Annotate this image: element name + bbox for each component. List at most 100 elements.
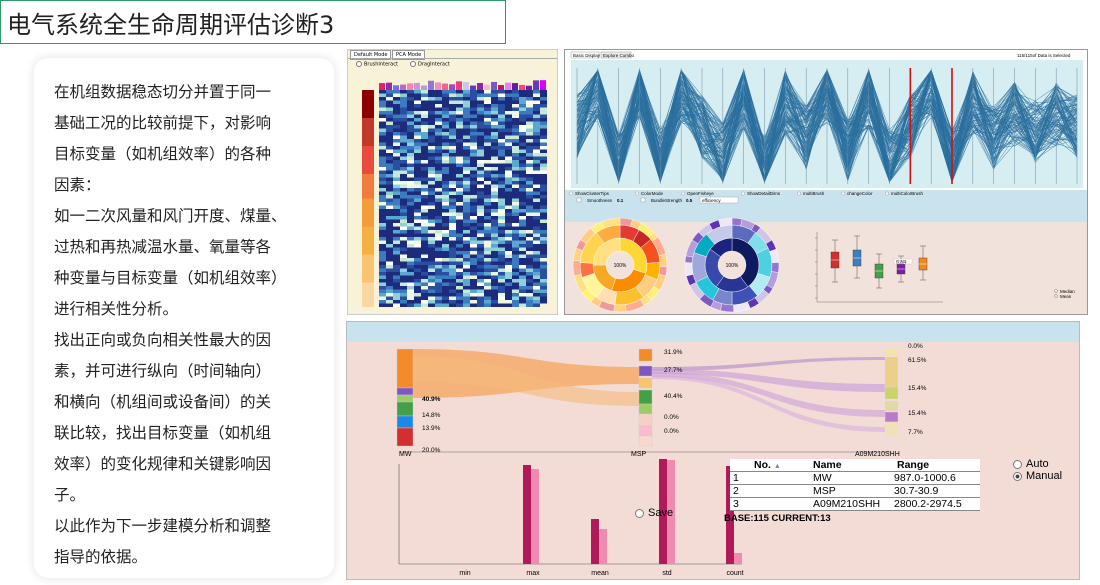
heatmap-cell xyxy=(449,261,456,265)
heatmap-cell xyxy=(407,93,414,97)
heatmap-cell xyxy=(505,118,512,122)
heatmap-cell xyxy=(400,216,407,220)
heatmap-cell xyxy=(477,149,484,153)
heatmap-cell xyxy=(512,286,519,290)
heatmap-cell xyxy=(540,181,547,185)
heatmap-cell xyxy=(400,212,407,216)
heatmap-cell xyxy=(386,181,393,185)
sankey-node-mw xyxy=(396,348,414,389)
boxplot-chart xyxy=(815,232,943,303)
heatmap-cell xyxy=(477,114,484,118)
column-header-range[interactable]: Range xyxy=(897,459,930,471)
heatmap-cell xyxy=(533,121,540,125)
heatmap-cell xyxy=(393,135,400,139)
heatmap-cell xyxy=(484,265,491,269)
manual-radio-icon xyxy=(1013,471,1022,481)
heatmap-cell xyxy=(442,286,449,290)
heatmap-cell xyxy=(498,114,505,118)
column-header-name[interactable]: Name xyxy=(813,459,842,471)
heatmap-cell xyxy=(463,139,470,143)
heatmap-cell xyxy=(386,139,393,143)
heatmap-cell xyxy=(435,205,442,209)
heatmap-cell xyxy=(414,118,421,122)
heatmap-cell xyxy=(386,128,393,132)
heatmap-row-color xyxy=(362,191,374,195)
heatmap-cell xyxy=(519,258,526,262)
column-header-no[interactable]: No. ▲ xyxy=(754,459,781,471)
heatmap-cell xyxy=(498,282,505,286)
heatmap-cell xyxy=(400,191,407,195)
heatmap-cell xyxy=(540,258,547,262)
msp-pct-label: 27.7% xyxy=(664,367,683,374)
heatmap-cell xyxy=(484,170,491,174)
save-button[interactable]: Save xyxy=(635,507,673,519)
heatmap-cell xyxy=(533,93,540,97)
legend-median-radio xyxy=(1054,289,1058,293)
heatmap-cell xyxy=(470,184,477,188)
heatmap-cell xyxy=(484,167,491,171)
heatmap-cell xyxy=(379,209,386,213)
heatmap-cell xyxy=(421,268,428,272)
heatmap-cell xyxy=(470,146,477,150)
heatmap-cell xyxy=(435,209,442,213)
description-line: 如一二次风量和风门开度、煤量、 xyxy=(54,207,287,225)
mode-manual-option[interactable]: Manual xyxy=(1013,470,1062,482)
heatmap-cell xyxy=(498,153,505,157)
heatmap-cell xyxy=(463,282,470,286)
heatmap-cell xyxy=(463,244,470,248)
heatmap-cell xyxy=(379,188,386,192)
heatmap-cell xyxy=(477,286,484,290)
heatmap-cell xyxy=(477,142,484,146)
heatmap-cell xyxy=(533,268,540,272)
heatmap-cell xyxy=(463,223,470,227)
sankey-flow-msp-a09 xyxy=(652,375,885,432)
heatmap-cell xyxy=(463,261,470,265)
heatmap-cell xyxy=(540,139,547,143)
heatmap-cell xyxy=(540,100,547,104)
heatmap-cell xyxy=(519,142,526,146)
heatmap-cell xyxy=(498,286,505,290)
heatmap-cell xyxy=(540,300,547,304)
smoothness-value: 0.1 xyxy=(617,198,624,203)
heatmap-cell xyxy=(428,149,435,153)
heatmap-cell xyxy=(449,293,456,297)
heatmap-cell xyxy=(477,198,484,202)
heatmap-cell xyxy=(379,219,386,223)
table-row[interactable]: 2 MSP 30.7-30.9 xyxy=(730,484,980,498)
heatmap-cell xyxy=(484,226,491,230)
drag-interact-option[interactable]: DragInteract xyxy=(410,61,450,68)
heatmap-cell xyxy=(421,146,428,150)
heatmap-cell xyxy=(379,153,386,157)
heatmap-cell xyxy=(456,156,463,160)
heatmap-cell xyxy=(526,303,533,307)
heatmap-cell xyxy=(428,226,435,230)
heatmap-cell xyxy=(428,139,435,143)
table-row[interactable]: 3 A09M210SHH 2800.2-2974.5 xyxy=(730,497,980,511)
mode-auto-option[interactable]: Auto xyxy=(1013,458,1049,470)
heatmap-cell xyxy=(407,286,414,290)
heatmap-cell xyxy=(442,223,449,227)
heatmap-canvas[interactable] xyxy=(348,50,557,314)
tab-pca-mode[interactable]: PCA Mode xyxy=(392,50,426,60)
heatmap-row-color xyxy=(362,153,374,157)
table-row[interactable]: 1 MW 987.0-1000.6 xyxy=(730,471,980,485)
sankey-canvas[interactable]: MW MSP A09M210SHH 40.9% 14.8% 13.9% 20.0… xyxy=(347,322,1079,579)
heatmap-cell xyxy=(512,163,519,167)
heatmap-cell xyxy=(442,233,449,237)
heatmap-cell xyxy=(449,191,456,195)
heatmap-cell xyxy=(470,156,477,160)
heatmap-cell xyxy=(484,97,491,101)
heatmap-cell xyxy=(540,247,547,251)
brush-interact-option[interactable]: BrushInteract xyxy=(356,61,398,68)
tab-default-mode[interactable]: Default Mode xyxy=(350,50,392,60)
heatmap-cell xyxy=(463,181,470,185)
heatmap-cell xyxy=(463,142,470,146)
heatmap-cell xyxy=(442,226,449,230)
heatmap-cell xyxy=(519,279,526,283)
heatmap-cell xyxy=(512,181,519,185)
sort-asc-icon[interactable]: ▲ xyxy=(773,463,781,470)
heatmap-cell xyxy=(477,135,484,139)
mw-pct-label: 13.9% xyxy=(422,425,441,432)
heatmap-cell xyxy=(512,184,519,188)
heatmap-cell xyxy=(498,195,505,199)
